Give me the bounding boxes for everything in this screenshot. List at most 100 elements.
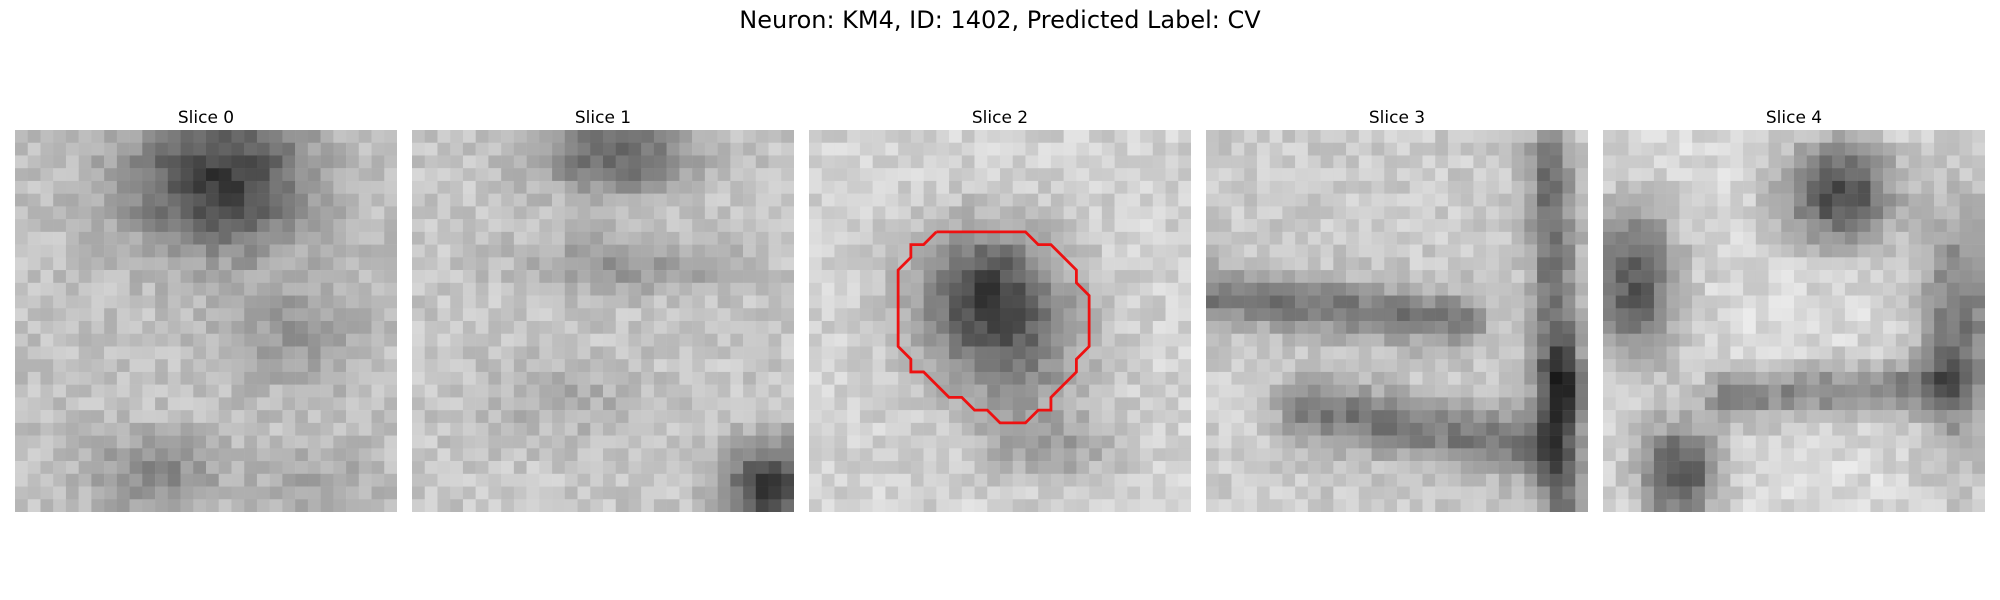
pixel (1127, 486, 1141, 500)
pixel (539, 384, 553, 398)
pixel (218, 473, 232, 487)
pixel (1819, 206, 1833, 220)
pixel (1603, 384, 1616, 398)
pixel (755, 359, 769, 373)
pixel (603, 130, 616, 143)
pixel (743, 321, 757, 334)
pixel (1679, 270, 1693, 284)
pixel (1486, 219, 1500, 233)
pixel (346, 180, 360, 194)
pixel (1397, 295, 1410, 309)
pixel (1615, 295, 1629, 309)
pixel (1743, 282, 1757, 296)
pixel (1140, 193, 1154, 207)
pixel (1794, 461, 1807, 475)
pixel (577, 180, 591, 194)
pixel (1603, 410, 1616, 424)
pixel (1282, 410, 1296, 424)
pixel (1653, 346, 1667, 360)
pixel (1755, 244, 1769, 258)
pixel (142, 448, 156, 462)
pixel (1908, 142, 1922, 156)
pixel (743, 461, 757, 475)
pixel (1755, 397, 1769, 411)
pixel (1101, 180, 1115, 194)
pixel (552, 321, 566, 334)
pixel (910, 486, 924, 500)
pixel (1641, 219, 1655, 233)
pixel (679, 461, 693, 475)
pixel (1063, 499, 1077, 512)
pixel (1384, 231, 1398, 245)
pixel (1628, 435, 1642, 449)
pixel (206, 448, 219, 462)
pixel (1921, 295, 1935, 309)
pixel (244, 282, 258, 296)
pixel (1231, 448, 1245, 462)
pixel (1409, 461, 1423, 475)
pixel (1320, 155, 1334, 169)
pixel (1832, 359, 1846, 373)
pixel (1333, 168, 1347, 182)
pixel (1089, 461, 1103, 475)
pixel (244, 371, 258, 385)
pixel (27, 295, 41, 309)
pixel (1704, 359, 1718, 373)
pixel (1806, 435, 1820, 449)
pixel (256, 142, 270, 156)
pixel (1921, 333, 1935, 347)
pixel (1460, 282, 1474, 296)
pixel (1384, 371, 1398, 385)
pixel (1615, 142, 1629, 156)
pixel (755, 397, 769, 411)
pixel (450, 333, 464, 347)
pixel (692, 448, 706, 462)
pixel (501, 371, 515, 385)
pixel (129, 270, 143, 284)
pixel (1730, 295, 1744, 309)
pixel (513, 180, 527, 194)
pixel (1295, 168, 1309, 182)
pixel (1844, 295, 1858, 309)
pixel (1397, 371, 1410, 385)
pixel (1000, 359, 1013, 373)
pixel (1165, 410, 1179, 424)
pixel (1076, 130, 1090, 143)
pixel (1794, 257, 1807, 271)
pixel (539, 168, 553, 182)
pixel (526, 473, 540, 487)
pixel (437, 180, 451, 194)
pixel (1320, 371, 1334, 385)
pixel (15, 219, 28, 233)
pixel (1320, 359, 1334, 373)
pixel (1397, 308, 1410, 322)
pixel (155, 359, 169, 373)
pixel (155, 384, 169, 398)
pixel (936, 308, 950, 322)
pixel (1537, 180, 1551, 194)
pixel (1012, 321, 1026, 334)
pixel (1653, 193, 1667, 207)
pixel (552, 333, 566, 347)
pixel (1025, 206, 1039, 220)
pixel (412, 206, 425, 220)
pixel (358, 333, 372, 347)
pixel (1537, 193, 1551, 207)
pixel (424, 333, 438, 347)
pixel (603, 257, 616, 271)
pixel (40, 257, 54, 271)
pixel (1358, 410, 1372, 424)
pixel (834, 244, 848, 258)
pixel (1295, 410, 1309, 424)
pixel (1883, 473, 1897, 487)
slice-1-svg (412, 130, 794, 512)
pixel (206, 397, 219, 411)
pixel (730, 155, 744, 169)
pixel (1012, 384, 1026, 398)
pixel (346, 308, 360, 322)
pixel (1269, 219, 1283, 233)
pixel (1972, 244, 1985, 258)
pixel (1038, 282, 1052, 296)
pixel (641, 308, 655, 322)
pixel (910, 384, 924, 398)
